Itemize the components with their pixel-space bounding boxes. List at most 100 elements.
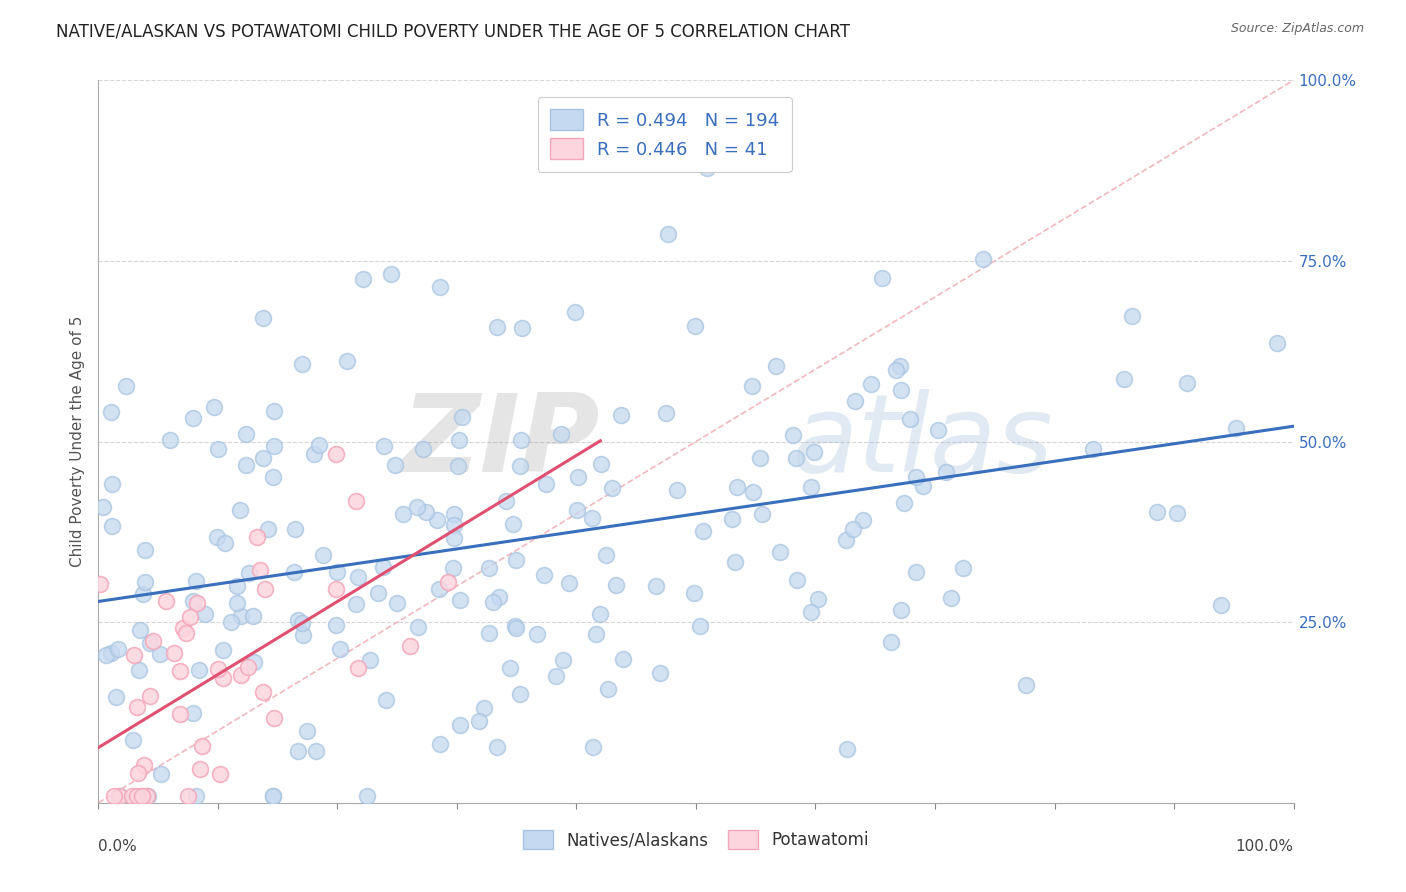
Point (509, 687, 531, 701)
Point (1265, 336, 1288, 351)
Point (683, 318, 706, 333)
Point (927, 423, 949, 437)
Point (135, 789, 157, 803)
Point (108, 789, 131, 803)
Point (208, 767, 231, 781)
Point (835, 741, 858, 756)
Point (803, 445, 825, 459)
Text: ZIP: ZIP (402, 389, 600, 494)
Point (437, 575, 460, 590)
Point (127, 765, 149, 780)
Point (441, 561, 464, 575)
Point (131, 789, 153, 803)
Point (485, 319, 508, 334)
Point (692, 524, 714, 539)
Point (163, 646, 186, 660)
Point (689, 618, 711, 632)
Point (344, 597, 367, 611)
Point (356, 789, 378, 803)
Point (177, 789, 200, 803)
Point (134, 758, 156, 772)
Point (188, 664, 211, 678)
Point (429, 737, 451, 751)
Point (325, 582, 347, 597)
Point (385, 596, 408, 610)
Point (238, 566, 260, 580)
Point (499, 660, 522, 674)
Point (749, 451, 772, 466)
Point (488, 591, 510, 605)
Point (546, 669, 568, 683)
Point (100, 646, 122, 660)
Point (325, 618, 347, 632)
Point (121, 789, 143, 803)
Point (890, 603, 912, 617)
Point (429, 280, 451, 294)
Point (478, 561, 501, 575)
Point (211, 642, 233, 657)
Point (696, 161, 718, 175)
Point (526, 627, 548, 641)
Point (107, 642, 129, 657)
Point (204, 401, 226, 415)
Point (169, 707, 191, 722)
Point (1166, 506, 1188, 520)
Point (505, 621, 527, 635)
Point (287, 614, 309, 628)
Point (741, 485, 763, 500)
Point (657, 227, 679, 241)
Point (134, 575, 156, 590)
Point (295, 723, 318, 738)
Legend: Natives/Alaskans, Potawatomi: Natives/Alaskans, Potawatomi (513, 821, 879, 860)
Point (235, 427, 257, 442)
Point (207, 442, 229, 457)
Point (236, 659, 259, 673)
Point (1209, 598, 1232, 612)
Point (536, 477, 558, 491)
Point (184, 789, 207, 803)
Point (110, 789, 132, 803)
Point (1015, 678, 1038, 692)
Point (972, 252, 994, 267)
Point (890, 384, 912, 398)
Point (585, 627, 607, 641)
Point (589, 458, 612, 472)
Point (257, 522, 280, 536)
Point (800, 480, 823, 494)
Point (852, 513, 875, 527)
Point (142, 633, 165, 648)
Point (329, 641, 352, 656)
Text: 0.0%: 0.0% (98, 838, 138, 854)
Point (741, 379, 763, 393)
Point (408, 620, 430, 634)
Text: NATIVE/ALASKAN VS POTAWATOMI CHILD POVERTY UNDER THE AGE OF 5 CORRELATION CHART: NATIVE/ALASKAN VS POTAWATOMI CHILD POVER… (56, 22, 851, 40)
Point (94, 648, 117, 662)
Point (312, 548, 335, 562)
Point (939, 591, 962, 606)
Point (835, 533, 858, 547)
Point (100, 519, 122, 533)
Point (302, 447, 325, 461)
Point (447, 433, 470, 447)
Point (904, 470, 927, 484)
Point (449, 592, 471, 607)
Point (769, 545, 792, 559)
Point (447, 459, 470, 474)
Point (595, 548, 617, 562)
Point (807, 591, 830, 606)
Point (567, 470, 589, 484)
Point (89, 576, 111, 591)
Point (443, 531, 465, 545)
Point (509, 433, 531, 447)
Point (169, 664, 191, 678)
Point (103, 789, 125, 803)
Point (399, 640, 422, 654)
Point (600, 481, 623, 495)
Point (246, 530, 269, 544)
Text: 100.0%: 100.0% (1236, 838, 1294, 854)
Point (159, 433, 181, 447)
Point (683, 585, 706, 599)
Point (557, 575, 579, 590)
Point (344, 493, 367, 508)
Point (263, 439, 285, 453)
